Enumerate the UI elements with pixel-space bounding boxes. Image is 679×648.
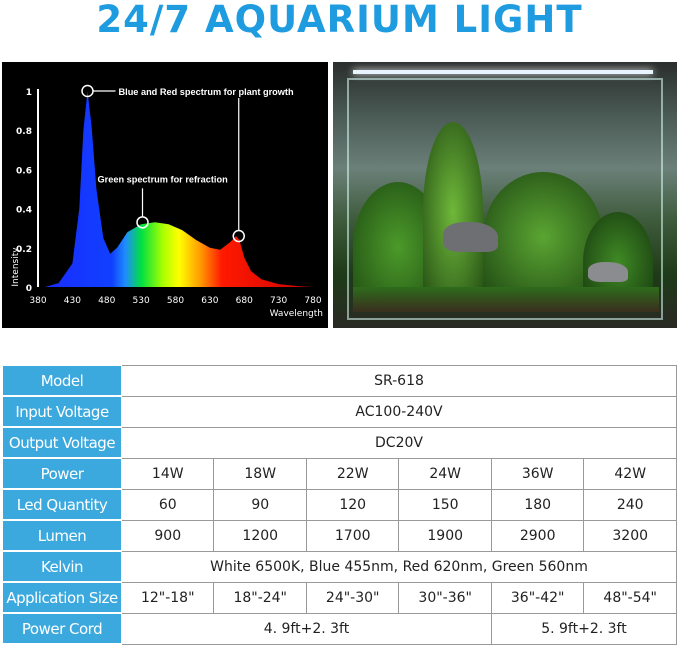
x-tick-label: 680 xyxy=(236,296,253,306)
table-cell: 1900 xyxy=(398,519,492,552)
table-row: Input Voltage AC100-240V xyxy=(2,395,677,428)
row-label: Led Quantity xyxy=(2,488,122,521)
table-cell: DC20V xyxy=(121,426,677,459)
table-cell: 18"-24" xyxy=(213,581,307,614)
table-cell: AC100-240V xyxy=(121,395,677,428)
spectrum-area xyxy=(44,91,313,287)
x-tick-label: 580 xyxy=(167,296,184,306)
table-cell: 24W xyxy=(398,457,492,490)
table-cell: 240 xyxy=(583,488,677,521)
table-cell: 30"-36" xyxy=(398,581,492,614)
spectrum-chart: 380 430 480 530 580 630 680 730 780 0 0.2 0.4 0.6 0.8… xyxy=(2,62,328,328)
table-cell: 48"-54" xyxy=(583,581,677,614)
table-cell: 180 xyxy=(490,488,585,521)
table-cell: 22W xyxy=(305,457,400,490)
x-tick-label: 530 xyxy=(133,296,150,306)
x-tick-label: 630 xyxy=(201,296,218,306)
table-row: Power Cord 4. 9ft+2. 3ft 5. 9ft+2. 3ft xyxy=(2,612,678,645)
table-cell: 900 xyxy=(120,519,215,552)
led-light-bar xyxy=(353,70,653,74)
table-cell: 12"-18" xyxy=(120,581,215,614)
table-cell: 60 xyxy=(120,488,215,521)
row-label: Power xyxy=(2,457,122,490)
table-cell: White 6500K, Blue 455nm, Red 620nm, Gree… xyxy=(121,550,677,583)
y-tick-label: 0.6 xyxy=(16,166,32,176)
y-tick-label: 0 xyxy=(26,284,32,294)
page-title: 24/7 AQUARIUM LIGHT xyxy=(96,0,583,41)
row-label: Power Cord xyxy=(2,612,122,645)
table-cell: 5. 9ft+2. 3ft xyxy=(490,612,678,645)
table-cell: 36"-42" xyxy=(490,581,585,614)
annotation-marker xyxy=(81,84,94,98)
table-row: Output Voltage DC20V xyxy=(2,426,677,459)
table-row: Application Size 12"-18" 18"-24" 24"-30" 30"… xyxy=(2,581,677,614)
x-tick-label: 380 xyxy=(29,296,46,306)
table-row: Kelvin White 6500K, Blue 455nm, Red 620nm… xyxy=(2,550,677,583)
table-row: Power 14W 18W 22W 24W 36W 42W xyxy=(2,457,677,490)
table-row: Lumen 900 1200 1700 1900 2900 3200 xyxy=(2,519,677,552)
spectrum-chart-svg: 380 430 480 530 580 630 680 730 780 0 0.2 0.4 0.6 0.8… xyxy=(11,84,323,319)
spec-table: Model SR-618 Input Voltage AC100-240V Output… xyxy=(2,365,678,645)
plant xyxy=(423,122,483,302)
row-label: Model xyxy=(2,365,122,397)
annotation-text: Green spectrum for refraction xyxy=(98,174,229,184)
table-cell: 42W xyxy=(583,457,677,490)
x-tick-label: 730 xyxy=(270,296,287,306)
table-cell: 4. 9ft+2. 3ft xyxy=(121,612,492,645)
table-cell: 2900 xyxy=(490,519,585,552)
table-row: Model SR-618 xyxy=(2,365,677,397)
table-cell: 90 xyxy=(213,488,307,521)
rock xyxy=(588,262,628,282)
annotation-marker xyxy=(136,216,149,229)
x-tick-label: 480 xyxy=(98,296,115,306)
x-axis-label: Wavelength xyxy=(270,309,323,319)
substrate xyxy=(353,287,659,312)
row-label: Kelvin xyxy=(2,550,122,583)
y-tick-label: 1 xyxy=(26,88,32,98)
row-label: Input Voltage xyxy=(2,395,122,428)
annotation-marker xyxy=(232,229,245,243)
rock xyxy=(443,222,498,252)
table-row: Led Quantity 60 90 120 150 180 240 xyxy=(2,488,677,521)
y-tick-label: 0.4 xyxy=(16,206,32,216)
table-cell: 36W xyxy=(490,457,585,490)
table-cell: 1700 xyxy=(305,519,400,552)
y-tick-label: 0.8 xyxy=(16,127,32,137)
table-cell: 150 xyxy=(398,488,492,521)
y-tick-label: 0.2 xyxy=(16,245,32,255)
table-cell: 18W xyxy=(213,457,307,490)
table-cell: 14W xyxy=(120,457,215,490)
row-label: Output Voltage xyxy=(2,426,122,459)
aquarium-tank xyxy=(347,78,663,320)
table-cell: 1200 xyxy=(213,519,307,552)
aquarium-photo xyxy=(333,62,677,328)
table-cell: 120 xyxy=(305,488,400,521)
row-label: Lumen xyxy=(2,519,122,552)
table-cell: 24"-30" xyxy=(305,581,400,614)
table-cell: SR-618 xyxy=(121,365,677,397)
row-label: Application Size xyxy=(2,581,122,614)
y-axis-label: Intensity xyxy=(11,247,21,287)
x-tick-label: 780 xyxy=(304,296,321,306)
table-cell: 3200 xyxy=(583,519,677,552)
annotation-text: Blue and Red spectrum for plant growth xyxy=(119,87,294,97)
x-tick-label: 430 xyxy=(64,296,81,306)
